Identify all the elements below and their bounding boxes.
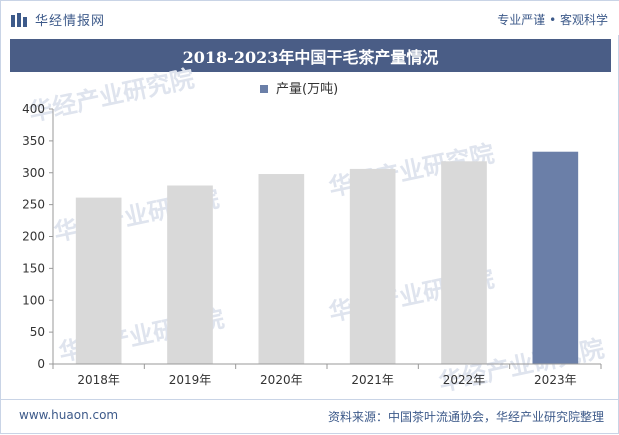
y-tick-label: 300 [22, 166, 45, 180]
y-tick-label: 200 [22, 230, 45, 244]
x-tick-label: 2023年 [534, 373, 577, 387]
x-tick-label: 2018年 [77, 373, 120, 387]
x-tick-label: 2019年 [169, 373, 212, 387]
legend-marker [260, 85, 268, 93]
y-tick-label: 250 [22, 198, 45, 212]
y-axis: 0 50 100 150 200 250 300 350 400 [22, 102, 54, 371]
y-tick-label: 350 [22, 134, 45, 148]
watermark-text: 华经产业研究院 [26, 65, 196, 127]
legend: 产量(万吨) [260, 82, 338, 97]
tagline: 专业严谨 • 客观科学 [497, 13, 608, 27]
bar-2022年 [441, 161, 487, 364]
x-tick-label: 2022年 [443, 373, 486, 387]
x-tick-label: 2020年 [260, 373, 303, 387]
bar-2020年 [258, 174, 305, 364]
brand-name: 华经情报网 [35, 14, 106, 29]
bar-2018年 [75, 197, 122, 364]
y-tick-label: 150 [22, 261, 45, 275]
bar-2023年 [532, 151, 579, 364]
chart-title: 2018-2023年中国干毛茶产量情况 [10, 39, 611, 72]
source-note: 资料来源：中国茶叶流通协会，华经产业研究院整理 [327, 410, 604, 424]
y-tick-label: 50 [30, 325, 45, 339]
bar-2021年 [349, 168, 396, 364]
top-bar: 华经情报网 专业严谨 • 客观科学 [1, 1, 619, 35]
bar-2019年 [167, 185, 213, 364]
website-link[interactable]: www.huaon.com [19, 408, 119, 422]
brand-logo-icon [11, 12, 27, 27]
bars [75, 151, 579, 364]
x-tick-label: 2021年 [351, 373, 394, 387]
brand: 华经情报网 [11, 10, 105, 29]
bottom-bar: www.huaon.com 资料来源：中国茶叶流通协会，华经产业研究院整理 [1, 399, 619, 429]
legend-label: 产量(万吨) [276, 82, 338, 97]
y-tick-label: 100 [22, 293, 45, 307]
y-tick-label: 0 [37, 357, 45, 371]
y-tick-label: 400 [22, 102, 45, 116]
x-axis: 2018年 2019年 2020年 2021年 2022年 2023年 [52, 363, 602, 387]
